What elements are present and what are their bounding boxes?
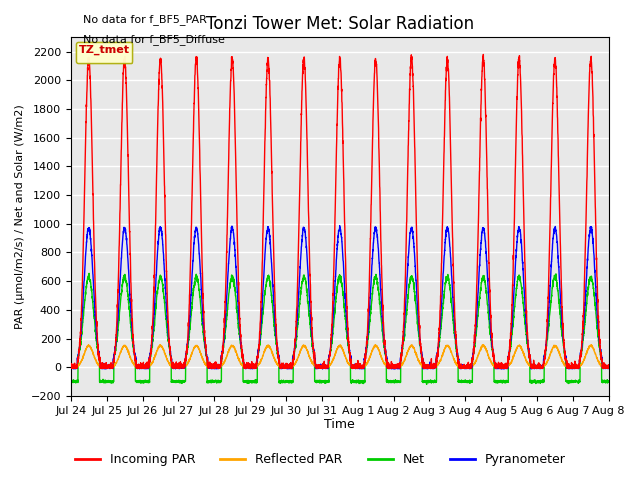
Text: No data for f_BF5_PAR: No data for f_BF5_PAR [83,14,207,25]
Text: No data for f_BF5_Diffuse: No data for f_BF5_Diffuse [83,34,225,45]
Title: Tonzi Tower Met: Solar Radiation: Tonzi Tower Met: Solar Radiation [205,15,474,33]
Legend:  [76,42,132,63]
Y-axis label: PAR (μmol/m2/s) / Net and Solar (W/m2): PAR (μmol/m2/s) / Net and Solar (W/m2) [15,104,25,329]
Legend: Incoming PAR, Reflected PAR, Net, Pyranometer: Incoming PAR, Reflected PAR, Net, Pyrano… [70,448,570,471]
X-axis label: Time: Time [324,419,355,432]
